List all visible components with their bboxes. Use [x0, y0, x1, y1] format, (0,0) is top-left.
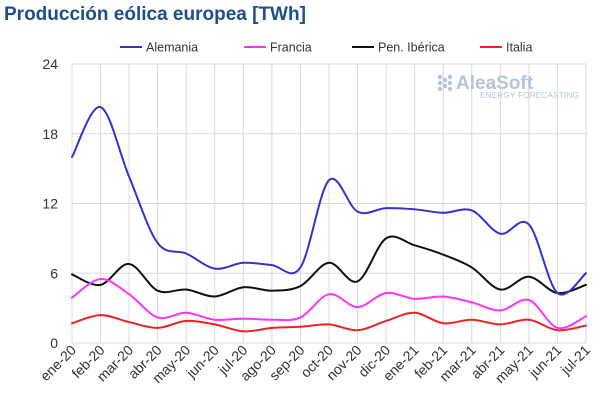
y-tick-label: 6 [50, 265, 58, 281]
series-line-italia [71, 311, 587, 333]
logo-dot [437, 74, 443, 80]
legend-label-alemania: Alemania [146, 41, 198, 55]
logo-dot [437, 80, 443, 86]
logo-dot [442, 83, 448, 89]
x-tick-label: jul-21 [557, 342, 593, 378]
legend-label-italia: Italia [506, 41, 532, 55]
y-tick-label: 0 [50, 335, 58, 351]
logo-name: AleaSoft [456, 73, 534, 94]
logo-dot [447, 86, 453, 92]
series-line-alemania [71, 106, 587, 296]
x-tick-label: jun-20 [182, 342, 222, 382]
logo-tagline: ENERGY FORECASTING [480, 91, 579, 100]
series-line-pen-ib-rica [71, 235, 587, 298]
series-line-francia [71, 278, 587, 330]
legend-label-francia: Francia [270, 41, 312, 55]
legend-label-pen-ib-rica: Pen. Ibérica [378, 41, 445, 55]
logo-dot [442, 77, 448, 83]
chart-title: Producción eólica europea [TWh] [4, 4, 306, 25]
logo-dot [447, 74, 453, 80]
y-tick-label: 12 [42, 196, 58, 212]
y-tick-label: 24 [42, 56, 58, 72]
logo-dot [437, 86, 443, 92]
y-tick-label: 18 [42, 126, 58, 142]
x-tick-label: ene-20 [37, 342, 79, 384]
logo-dot [447, 80, 453, 86]
x-tick-label: jun-21 [525, 342, 565, 382]
